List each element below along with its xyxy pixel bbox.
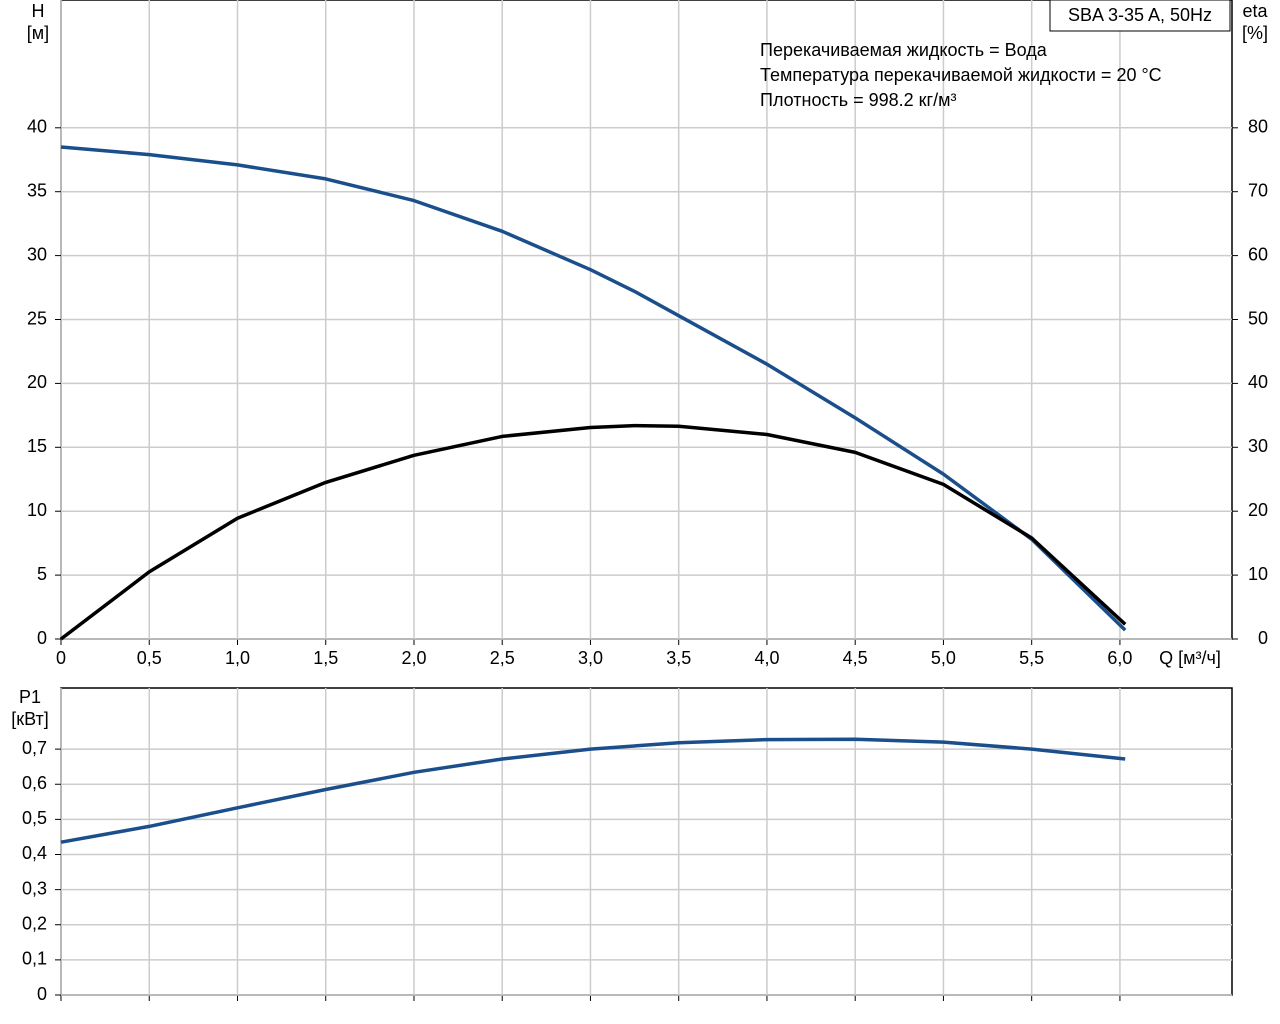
- x-tick-label: 4,5: [843, 648, 868, 668]
- y-axis-label: H: [32, 1, 45, 21]
- x-tick-label: 3,0: [578, 648, 603, 668]
- x-tick-label: 1,0: [225, 648, 250, 668]
- plot-area: [60, 687, 1233, 996]
- y2-tick-label: 30: [1248, 436, 1268, 456]
- y-axis-label: [кВт]: [11, 709, 49, 729]
- y-tick-label: 0: [37, 628, 47, 648]
- y-tick-label: 10: [27, 500, 47, 520]
- data-line: [60, 737, 1126, 844]
- y-tick-label: 15: [27, 436, 47, 456]
- y-tick-label: 25: [27, 308, 47, 328]
- y-tick-label: 0,4: [22, 843, 47, 863]
- x-tick-label: 1,5: [313, 648, 338, 668]
- y2-tick-label: 80: [1248, 117, 1268, 137]
- y-tick-label: 0,1: [22, 949, 47, 969]
- y-axis-label: [м]: [27, 23, 49, 43]
- y2-tick-label: 10: [1248, 564, 1268, 584]
- y2-tick-label: 0: [1258, 628, 1268, 648]
- y2-axis-label: [%]: [1242, 23, 1268, 43]
- y-tick-label: 5: [37, 564, 47, 584]
- x-tick-label: 0,5: [137, 648, 162, 668]
- y2-tick-label: 40: [1248, 372, 1268, 392]
- annotation: Плотность = 998.2 кг/м³: [760, 90, 956, 110]
- y-tick-label: 35: [27, 180, 47, 200]
- x-tick-label: 0: [56, 648, 66, 668]
- y2-tick-label: 60: [1248, 244, 1268, 264]
- data-line: [59, 423, 1127, 641]
- data-line: [60, 145, 1127, 632]
- y-tick-label: 30: [27, 244, 47, 264]
- y-tick-label: 0,5: [22, 808, 47, 828]
- x-tick-label: 5,0: [931, 648, 956, 668]
- legend-box: [1049, 0, 1231, 32]
- annotation: Температура перекачиваемой жидкости = 20…: [760, 65, 1162, 85]
- y-tick-label: 0,6: [22, 773, 47, 793]
- legend-title: SBA 3-35 A, 50Hz: [1068, 5, 1212, 25]
- y2-axis-label: eta: [1242, 1, 1268, 21]
- y-tick-label: 0,3: [22, 878, 47, 898]
- x-tick-label: 4,0: [754, 648, 779, 668]
- y-tick-label: 40: [27, 117, 47, 137]
- x-axis-label: Q [м³/ч]: [1159, 648, 1221, 668]
- y2-tick-label: 50: [1248, 308, 1268, 328]
- y-axis-label: P1: [19, 687, 41, 707]
- y-tick-label: 0: [37, 984, 47, 1004]
- x-tick-label: 6,0: [1107, 648, 1132, 668]
- y-tick-label: 0,2: [22, 913, 47, 933]
- x-tick-label: 3,5: [666, 648, 691, 668]
- y-tick-label: 0,7: [22, 738, 47, 758]
- annotation: Перекачиваемая жидкость = Вода: [760, 40, 1048, 60]
- y2-tick-label: 20: [1248, 500, 1268, 520]
- x-tick-label: 2,5: [490, 648, 515, 668]
- y-tick-label: 20: [27, 372, 47, 392]
- x-tick-label: 5,5: [1019, 648, 1044, 668]
- x-tick-label: 2,0: [401, 648, 426, 668]
- y2-tick-label: 70: [1248, 180, 1268, 200]
